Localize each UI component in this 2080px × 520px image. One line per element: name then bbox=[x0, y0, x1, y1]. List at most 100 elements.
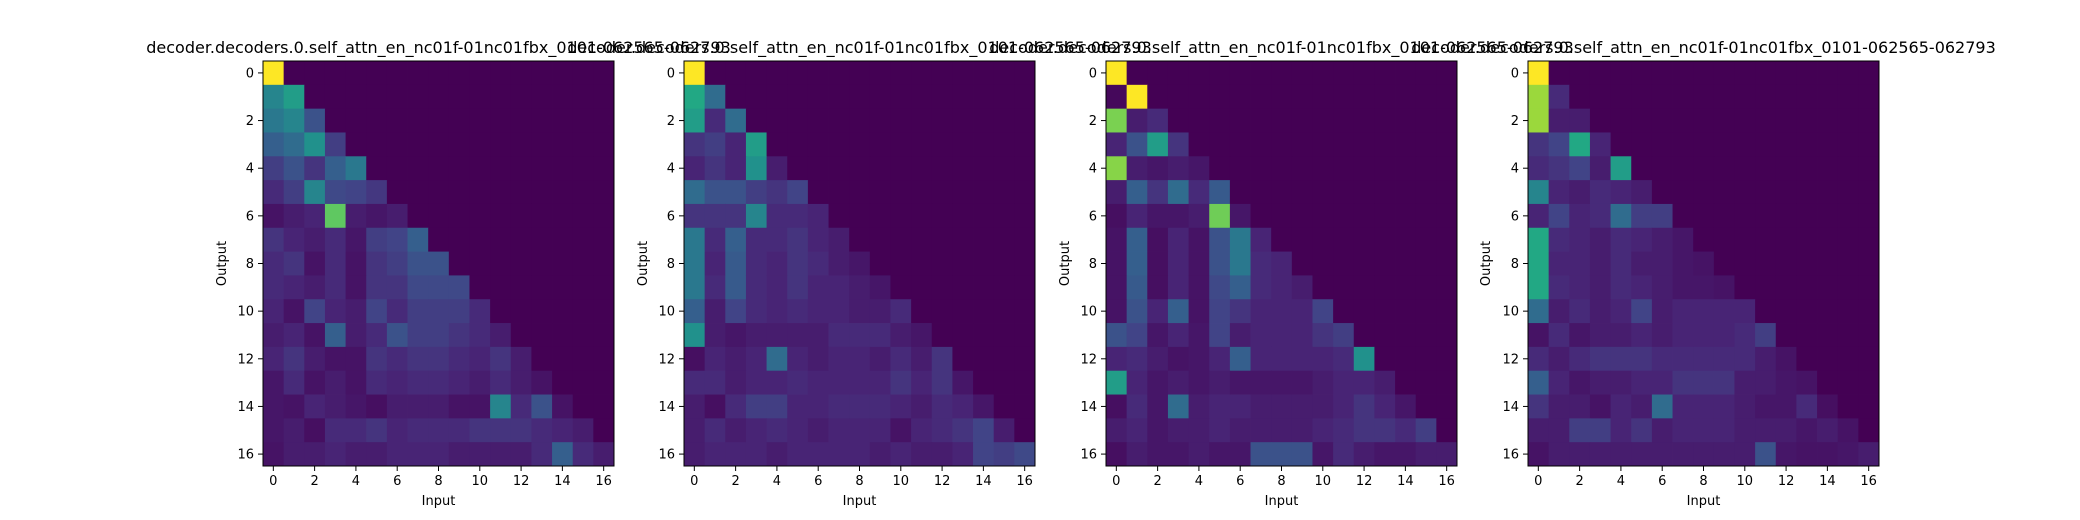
heatmap-cell bbox=[1353, 251, 1375, 276]
heatmap-cell bbox=[1374, 84, 1396, 110]
heatmap-cell bbox=[1817, 346, 1839, 372]
heatmap-cell bbox=[890, 132, 912, 157]
heatmap-cell bbox=[572, 370, 594, 395]
heatmap-cell bbox=[1229, 370, 1251, 395]
heatmap-cell bbox=[345, 84, 367, 110]
heatmap-cell bbox=[1250, 180, 1272, 205]
heatmap-cell bbox=[263, 108, 285, 133]
heatmap-cell bbox=[890, 299, 912, 324]
heatmap-cell bbox=[1589, 299, 1611, 324]
heatmap-cell bbox=[1755, 180, 1777, 205]
heatmap-cell bbox=[787, 61, 809, 86]
heatmap-cell bbox=[1589, 108, 1611, 133]
heatmap-cell bbox=[1755, 203, 1777, 229]
y-tick-label: 0 bbox=[1511, 66, 1519, 81]
heatmap-cell bbox=[1415, 203, 1437, 229]
heatmap-cell bbox=[1291, 251, 1313, 276]
heatmap-cell bbox=[1209, 394, 1231, 419]
heatmap-cell bbox=[1548, 108, 1570, 133]
heatmap-cell bbox=[1436, 156, 1458, 181]
heatmap-cell bbox=[828, 323, 850, 348]
heatmap-cell bbox=[684, 203, 706, 229]
heatmap-cell bbox=[911, 418, 933, 443]
heatmap-cell bbox=[745, 370, 767, 395]
heatmap-cell bbox=[345, 108, 367, 133]
heatmap-cell bbox=[1229, 442, 1251, 467]
heatmap-cell bbox=[1755, 108, 1777, 133]
heatmap-cell bbox=[593, 370, 615, 395]
heatmap-cell bbox=[1374, 61, 1396, 86]
heatmap-cell bbox=[993, 251, 1015, 276]
heatmap-cell bbox=[849, 346, 871, 372]
heatmap-cell bbox=[704, 394, 726, 419]
heatmap-cell bbox=[1014, 251, 1036, 276]
heatmap-cell bbox=[1755, 132, 1777, 157]
heatmap-cell bbox=[1436, 346, 1458, 372]
heatmap-cell bbox=[510, 394, 532, 419]
heatmap-cell bbox=[1312, 132, 1334, 157]
x-tick-label: 8 bbox=[434, 474, 442, 489]
heatmap-cell bbox=[1415, 132, 1437, 157]
heatmap-cell bbox=[572, 323, 594, 348]
heatmap-cell bbox=[283, 227, 305, 252]
heatmap-cell bbox=[1167, 180, 1189, 205]
heatmap-cell bbox=[1610, 323, 1632, 348]
heatmap-cell bbox=[428, 394, 450, 419]
heatmap-cell bbox=[593, 180, 615, 205]
heatmap-cell bbox=[428, 156, 450, 181]
heatmap-cell bbox=[1250, 108, 1272, 133]
heatmap-cell bbox=[1209, 418, 1231, 443]
heatmap-cell bbox=[684, 394, 706, 419]
heatmap-panel-2: decoder.decoders.0.self_attn_en_nc01f-01… bbox=[567, 38, 1152, 509]
heatmap-cell bbox=[684, 132, 706, 157]
x-tick-label: 0 bbox=[1534, 474, 1542, 489]
heatmap-cell bbox=[324, 108, 346, 133]
heatmap-cell bbox=[684, 156, 706, 181]
heatmap-cell bbox=[931, 346, 953, 372]
heatmap-cell bbox=[952, 299, 974, 324]
heatmap-cell bbox=[849, 275, 871, 300]
heatmap-cell bbox=[1167, 442, 1189, 467]
heatmap-cell bbox=[1858, 251, 1880, 276]
x-ticks-3: 0 2 4 6 8 10 12 14 16 bbox=[1112, 466, 1455, 489]
heatmap-cell bbox=[1837, 370, 1859, 395]
heatmap-cell bbox=[1528, 394, 1550, 419]
y-tick-label: 4 bbox=[1511, 162, 1519, 177]
heatmap-cell bbox=[849, 323, 871, 348]
heatmap-cell bbox=[993, 442, 1015, 467]
heatmap-cell bbox=[263, 227, 285, 252]
heatmap-cell bbox=[1734, 108, 1756, 133]
heatmap-cell bbox=[1755, 346, 1777, 372]
heatmap-cell bbox=[448, 203, 470, 229]
x-tick-label: 16 bbox=[595, 474, 612, 489]
heatmap-cell bbox=[324, 61, 346, 86]
heatmap-cell bbox=[1374, 108, 1396, 133]
heatmap-cell bbox=[448, 251, 470, 276]
heatmap-cell bbox=[1589, 275, 1611, 300]
heatmap-cell bbox=[973, 346, 995, 372]
heatmap-cell bbox=[890, 108, 912, 133]
heatmap-cell bbox=[1528, 203, 1550, 229]
heatmap-cell bbox=[1250, 442, 1272, 467]
heatmap-cell bbox=[952, 346, 974, 372]
heatmap-cell bbox=[684, 370, 706, 395]
heatmap-cell bbox=[1188, 156, 1210, 181]
heatmap-cell bbox=[1374, 299, 1396, 324]
heatmap-cell bbox=[1250, 84, 1272, 110]
heatmap-cell bbox=[1271, 108, 1293, 133]
heatmap-cell bbox=[469, 156, 491, 181]
y-tick-label: 8 bbox=[667, 257, 675, 272]
heatmap-cell bbox=[890, 203, 912, 229]
heatmap-cell bbox=[1796, 418, 1818, 443]
heatmap-cell bbox=[1271, 299, 1293, 324]
heatmap-cell bbox=[787, 227, 809, 252]
heatmap-cell bbox=[745, 84, 767, 110]
heatmap-cell bbox=[766, 323, 788, 348]
heatmap-cell bbox=[1395, 323, 1417, 348]
heatmap-cell bbox=[283, 275, 305, 300]
heatmap-cell bbox=[366, 418, 388, 443]
heatmap-cell bbox=[1229, 180, 1251, 205]
heatmap-cell bbox=[952, 61, 974, 86]
heatmap-cell bbox=[1672, 442, 1694, 467]
heatmap-cell bbox=[1651, 61, 1673, 86]
